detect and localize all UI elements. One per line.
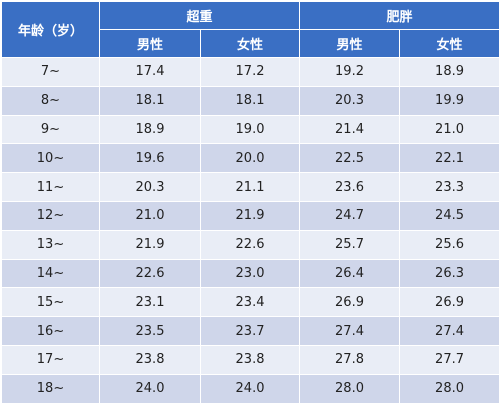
obesity-group-header: 肥胖 xyxy=(299,1,500,30)
overweight-male-cell: 21.9 xyxy=(99,229,201,260)
overweight-female-cell: 23.0 xyxy=(199,258,301,289)
obesity-male-cell: 25.7 xyxy=(299,229,401,260)
overweight-male-cell: 22.6 xyxy=(99,258,201,289)
overweight-male-cell: 18.9 xyxy=(99,114,201,145)
obesity-female-cell: 24.5 xyxy=(399,200,500,231)
table-row: 11~ 20.3 21.1 23.6 23.3 xyxy=(1,172,500,202)
overweight-female-header: 女性 xyxy=(199,29,301,58)
obesity-male-header: 男性 xyxy=(299,29,401,58)
table-row: 12~ 21.0 21.9 24.7 24.5 xyxy=(1,200,500,231)
table-row: 14~ 22.6 23.0 26.4 26.3 xyxy=(1,258,500,289)
obesity-female-cell: 21.0 xyxy=(399,114,500,145)
age-cell: 14~ xyxy=(1,258,100,289)
obesity-male-cell: 22.5 xyxy=(299,143,401,174)
obesity-male-cell: 21.4 xyxy=(299,114,401,145)
overweight-female-cell: 19.0 xyxy=(199,114,301,145)
age-cell: 12~ xyxy=(1,200,100,231)
obesity-female-cell: 18.9 xyxy=(399,57,500,87)
overweight-female-cell: 23.8 xyxy=(199,344,301,375)
age-cell: 8~ xyxy=(1,85,100,116)
overweight-female-cell: 24.0 xyxy=(199,373,301,404)
age-cell: 10~ xyxy=(1,143,100,174)
obesity-female-cell: 19.9 xyxy=(399,85,500,116)
obesity-male-cell: 28.0 xyxy=(299,373,401,404)
overweight-female-cell: 18.1 xyxy=(199,85,301,116)
obesity-female-cell: 22.1 xyxy=(399,143,500,174)
obesity-male-cell: 19.2 xyxy=(299,57,401,87)
obesity-female-cell: 27.7 xyxy=(399,344,500,375)
table-row: 16~ 23.5 23.7 27.4 27.4 xyxy=(1,316,500,346)
obesity-male-cell: 27.4 xyxy=(299,316,401,346)
obesity-female-cell: 27.4 xyxy=(399,316,500,346)
overweight-male-cell: 18.1 xyxy=(99,85,201,116)
obesity-male-cell: 20.3 xyxy=(299,85,401,116)
overweight-female-cell: 22.6 xyxy=(199,229,301,260)
overweight-male-cell: 24.0 xyxy=(99,373,201,404)
age-column-header: 年龄（岁） xyxy=(1,1,100,58)
age-cell: 17~ xyxy=(1,344,100,375)
obesity-female-header: 女性 xyxy=(399,29,500,58)
table-row: 15~ 23.1 23.4 26.9 26.9 xyxy=(1,287,500,318)
table-row: 9~ 18.9 19.0 21.4 21.0 xyxy=(1,114,500,145)
overweight-male-cell: 20.3 xyxy=(99,172,201,202)
table-header: 年龄（岁） 超重 肥胖 男性 女性 男性 女性 xyxy=(1,1,500,58)
overweight-male-cell: 23.1 xyxy=(99,287,201,318)
overweight-female-cell: 20.0 xyxy=(199,143,301,174)
obesity-female-cell: 26.3 xyxy=(399,258,500,289)
table-row: 10~ 19.6 20.0 22.5 22.1 xyxy=(1,143,500,174)
age-cell: 18~ xyxy=(1,373,100,404)
overweight-male-header: 男性 xyxy=(99,29,201,58)
table-row: 7~ 17.4 17.2 19.2 18.9 xyxy=(1,57,500,87)
table-body: 7~ 17.4 17.2 19.2 18.9 8~ 18.1 18.1 20.3 19.9 9~ 18… xyxy=(1,57,500,404)
overweight-male-cell: 23.5 xyxy=(99,316,201,346)
obesity-male-cell: 26.4 xyxy=(299,258,401,289)
overweight-male-cell: 21.0 xyxy=(99,200,201,231)
obesity-male-cell: 23.6 xyxy=(299,172,401,202)
age-cell: 11~ xyxy=(1,172,100,202)
obesity-male-cell: 27.8 xyxy=(299,344,401,375)
overweight-male-cell: 19.6 xyxy=(99,143,201,174)
table-row: 17~ 23.8 23.8 27.8 27.7 xyxy=(1,344,500,375)
table-row: 18~ 24.0 24.0 28.0 28.0 xyxy=(1,373,500,404)
age-cell: 7~ xyxy=(1,57,100,87)
overweight-female-cell: 21.9 xyxy=(199,200,301,231)
overweight-male-cell: 17.4 xyxy=(99,57,201,87)
overweight-female-cell: 17.2 xyxy=(199,57,301,87)
overweight-female-cell: 23.4 xyxy=(199,287,301,318)
age-cell: 15~ xyxy=(1,287,100,318)
obesity-male-cell: 26.9 xyxy=(299,287,401,318)
overweight-male-cell: 23.8 xyxy=(99,344,201,375)
age-cell: 13~ xyxy=(1,229,100,260)
table-row: 13~ 21.9 22.6 25.7 25.6 xyxy=(1,229,500,260)
obesity-female-cell: 25.6 xyxy=(399,229,500,260)
obesity-male-cell: 24.7 xyxy=(299,200,401,231)
obesity-female-cell: 26.9 xyxy=(399,287,500,318)
obesity-female-cell: 23.3 xyxy=(399,172,500,202)
overweight-female-cell: 21.1 xyxy=(199,172,301,202)
table-row: 8~ 18.1 18.1 20.3 19.9 xyxy=(1,85,500,116)
age-cell: 16~ xyxy=(1,316,100,346)
overweight-group-header: 超重 xyxy=(98,1,301,30)
age-cell: 9~ xyxy=(1,114,100,145)
obesity-female-cell: 28.0 xyxy=(399,373,500,404)
overweight-female-cell: 23.7 xyxy=(199,316,301,346)
